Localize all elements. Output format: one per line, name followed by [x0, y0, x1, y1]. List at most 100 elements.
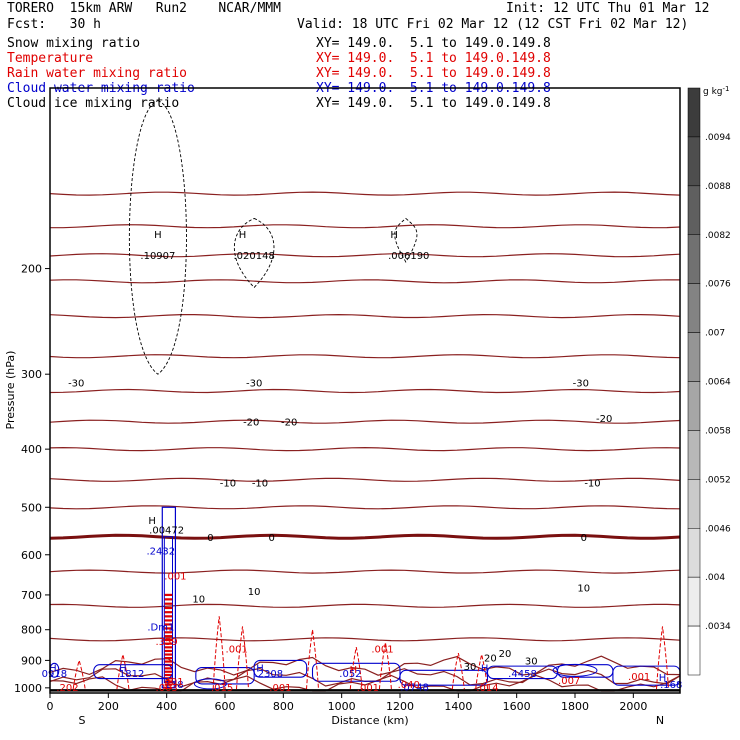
rain-contour — [306, 629, 319, 690]
rain-max-label: .015 — [211, 683, 233, 694]
x-axis-title: Distance (km) — [331, 714, 408, 727]
isotherm-label: -30 — [68, 379, 84, 390]
field-label-rain: Rain water mixing ratio — [7, 66, 188, 81]
isotherm-label: -30 — [573, 379, 589, 390]
isotherm-label: -20 — [596, 414, 612, 425]
cloud-max-label: .2432 — [147, 546, 176, 557]
plot-frame — [49, 87, 681, 694]
valid-time: Valid: 18 UTC Fri 02 Mar 12 (12 CST Fri … — [297, 17, 689, 32]
isotherm-line — [49, 446, 681, 452]
y-tick-label: 200 — [21, 263, 42, 276]
rain-max-label: .401 — [161, 677, 183, 688]
rain-contour — [378, 642, 392, 690]
isotherm-label: 0 — [268, 533, 274, 544]
isotherm-line — [49, 533, 681, 540]
snow-contour — [233, 217, 275, 289]
snow-contour — [394, 217, 418, 263]
colorbar-tick-label: .0046 — [705, 524, 731, 534]
cloud-max-label: H — [256, 664, 264, 675]
cloud-max-label: H — [481, 664, 489, 675]
rain-contour — [72, 658, 86, 690]
south-label: S — [79, 714, 86, 727]
isotherm-line — [49, 419, 681, 424]
x-tick-label: 800 — [273, 700, 294, 713]
cloud-max-label: .168 — [660, 680, 682, 691]
colorbar-tick-label: .004 — [705, 573, 725, 583]
cloud-max-label: H — [659, 673, 667, 684]
rain-max-label: .040 — [398, 680, 420, 691]
isotherm-label: -10 — [220, 479, 236, 490]
rain-max-label: .001 — [371, 645, 393, 656]
rain-contour — [656, 626, 669, 690]
isotherm-line — [49, 637, 681, 642]
y-tick-label: 900 — [21, 654, 42, 667]
x-tick-label: 1800 — [561, 700, 589, 713]
x-tick-label: 400 — [156, 700, 177, 713]
cloud-max-label: .052 — [339, 669, 361, 680]
cloud-max-label: 1812 — [119, 669, 144, 680]
isotherm-line — [49, 603, 681, 608]
isotherm-line — [49, 505, 681, 510]
cloud-max-label: .2308 — [254, 669, 283, 680]
rain-max-label: .359 — [156, 637, 178, 648]
y-tick-label: 500 — [21, 501, 42, 514]
x-tick-label: 1400 — [444, 700, 472, 713]
isotherm-label: 30 — [464, 662, 477, 673]
colorbar: .0094 .0088 .0082 .0076 .007 .0064 .0058 .0052.… — [687, 85, 731, 676]
isotherm-label: 20 — [499, 649, 512, 660]
snow-max-label: .00472 — [149, 526, 184, 537]
colorbar-unit: g kg-1 — [703, 85, 729, 97]
isotherm-label: 0 — [581, 533, 587, 544]
snow-max-label: H — [239, 230, 247, 241]
isotherm-line — [49, 674, 681, 692]
colorbar-swatch — [687, 576, 701, 627]
colorbar-tick-label: .0058 — [705, 426, 731, 436]
y-tick-label: 400 — [21, 443, 42, 456]
snow-max-label: H — [154, 230, 162, 241]
colorbar-swatch — [687, 479, 701, 529]
cloud-max-label: .0748 — [400, 683, 429, 694]
snow-max-label: .006190 — [388, 251, 429, 262]
isotherm-label: 20 — [484, 653, 497, 664]
colorbar-swatch — [687, 185, 701, 235]
y-tick-label: 600 — [21, 549, 42, 562]
contour-label-layer: -30 -30 -30 -20 -20 -20 -10 -10 -10 0 0 0 10 10 10 20 20… — [42, 230, 683, 694]
isotherm-label: 30 — [525, 656, 538, 667]
snow-max-label: .10907 — [140, 251, 175, 262]
isotherm-line — [49, 388, 681, 394]
colorbar-swatch — [687, 332, 701, 382]
rain-contour-layer — [72, 616, 669, 690]
x-tick-label: 0 — [47, 700, 54, 713]
cloud-max-label: .Dm1 — [147, 622, 174, 633]
rain-max-label: .001 — [269, 683, 291, 694]
colorbar-tick-label: .0064 — [705, 378, 731, 388]
colorbar-tick-label: .0034 — [705, 622, 731, 632]
rain-max-label: .007 — [558, 676, 580, 687]
isotherm-label: 0 — [207, 533, 213, 544]
cloud-contour-core — [552, 663, 598, 677]
field-xy-temperature: XY= 149.0. 5.1 to 149.0.149.8 — [316, 51, 551, 66]
cloud-max-label: .118 — [161, 680, 183, 691]
colorbar-tick-label: .0082 — [705, 231, 731, 241]
y-tick-label: 800 — [21, 624, 42, 637]
isotherm-line — [49, 569, 681, 574]
snow-contour-layer — [128, 100, 418, 689]
colorbar-swatch — [687, 430, 701, 480]
rain-max-label: .202 — [56, 683, 78, 694]
isotherm-label: -20 — [281, 418, 297, 429]
isotherm-line — [50, 224, 681, 229]
isotherm-layer — [49, 191, 681, 692]
north-label: N — [656, 714, 664, 727]
cloud-contour — [93, 664, 174, 680]
y-tick-label: 700 — [21, 589, 42, 602]
cloud-max-label: H — [49, 664, 57, 675]
colorbar-swatch — [687, 87, 701, 138]
rain-max-label: .014 — [476, 683, 498, 694]
rain-contour — [349, 646, 363, 690]
isotherm-line — [49, 477, 681, 482]
isotherm-line — [49, 313, 681, 319]
rain-max-label: H — [350, 665, 358, 676]
model-title: TORERO 15km ARW Run2 NCAR/MMM — [7, 1, 281, 16]
y-tick-label: 1000 — [14, 682, 42, 695]
x-tick-label: 1600 — [503, 700, 531, 713]
